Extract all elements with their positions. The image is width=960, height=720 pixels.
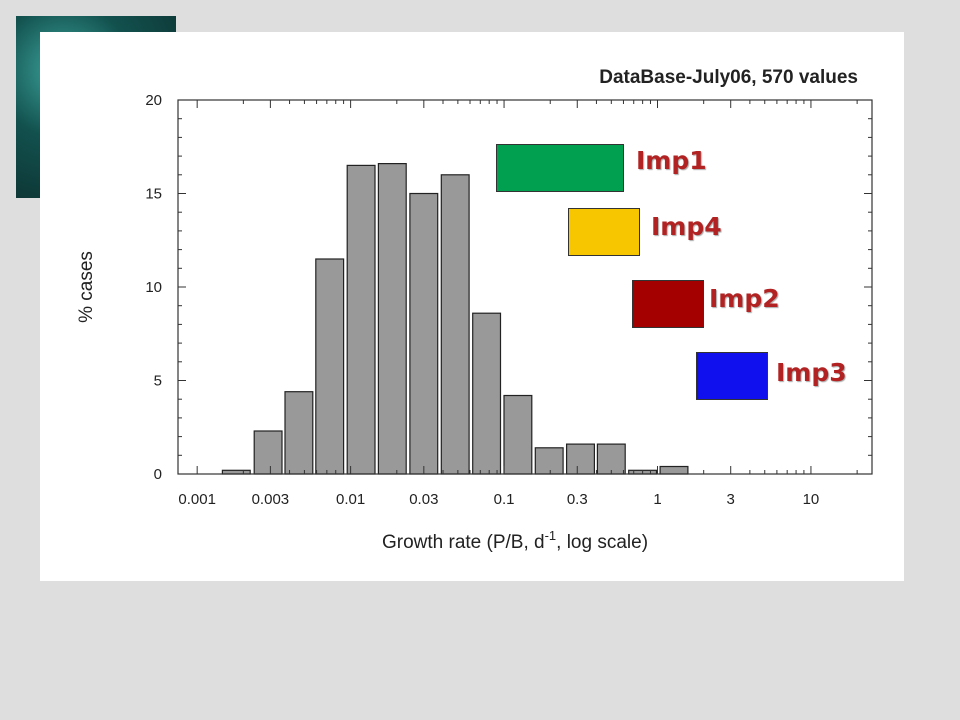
bar-12 [565,443,595,475]
x-tick-label: 1 [653,491,661,508]
y-tick-label: 10 [145,279,162,296]
y-axis-title: % cases [76,251,97,323]
x-axis-ticks: 0.001 0.003 0.01 0.03 0.1 0.3 1 3 10 [178,100,858,508]
x-axis-title: Growth rate (P/B, d-1, log scale) [382,528,648,553]
y-axis-ticks: 0 5 10 15 20 [145,92,872,483]
x-tick-label: 0.1 [494,491,515,508]
bar-2 [253,430,283,475]
legend-swatch-imp3 [696,352,768,400]
y-tick-label: 20 [145,92,162,109]
x-tick-label: 0.3 [567,491,588,508]
x-tick-label: 3 [727,491,735,508]
y-tick-label: 15 [145,186,162,203]
legend-label-imp4: Imp4 [651,212,722,241]
x-tick-label: 0.03 [409,491,438,508]
histogram-chart: DataBase-July06, 570 values 0.001 0.003 0.… [76,67,873,553]
legend-swatch-imp4 [568,208,640,256]
y-tick-label: 5 [154,373,162,390]
y-tick-label: 0 [154,466,162,483]
bar-6 [377,163,407,475]
bar-5 [346,164,376,475]
bar-8 [440,174,470,475]
bar-3 [284,391,314,475]
x-tick-label: 0.01 [336,491,365,508]
chart-title: DataBase-July06, 570 values [599,67,858,88]
bars-group [221,163,689,475]
bar-4 [315,258,345,475]
legend-swatch-imp2 [632,280,704,328]
bar-9 [472,312,502,475]
legend-swatch-imp1 [496,144,624,192]
x-tick-label: 0.001 [178,491,216,508]
bar-11 [534,447,564,475]
legend-label-imp1: Imp1 [636,146,707,175]
x-tick-label: 10 [803,491,820,508]
bar-13 [596,443,626,475]
legend-label-imp2: Imp2 [709,284,780,313]
bar-10 [503,394,533,475]
legend-label-imp3: Imp3 [776,358,847,387]
bar-7 [409,192,439,475]
bar-15 [659,465,689,475]
chart-panel: DataBase-July06, 570 values 0.001 0.003 0.… [40,32,904,581]
x-tick-label: 0.003 [252,491,290,508]
